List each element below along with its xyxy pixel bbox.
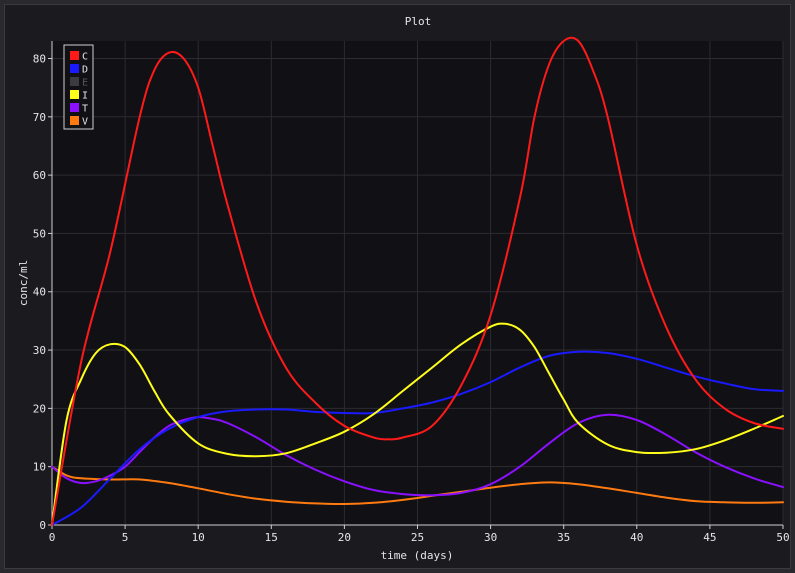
legend-swatch-V[interactable] <box>70 116 79 125</box>
line-chart: Plot 0 5 10 15 20 25 30 35 40 45 50 0 10 20 30 40 50 60 70… <box>17 15 790 562</box>
legend-swatch-T[interactable] <box>70 103 79 112</box>
series-layer <box>51 36 784 526</box>
legend-label-E[interactable]: E <box>82 78 88 89</box>
legend-swatch-I[interactable] <box>70 90 79 99</box>
x-tick-label: 5 <box>122 531 129 544</box>
y-tick-label: 60 <box>33 169 46 182</box>
x-tick-label: 30 <box>484 531 497 544</box>
legend-label-T[interactable]: T <box>82 104 88 115</box>
series-line-I <box>51 322 784 526</box>
y-tick-label: 70 <box>33 111 46 124</box>
x-tick-label: 15 <box>265 531 278 544</box>
series-line-V <box>51 465 784 506</box>
series-line-C <box>51 36 784 526</box>
x-tick-label: 45 <box>703 531 716 544</box>
y-tick-label: 0 <box>39 519 46 532</box>
axes: 0 5 10 15 20 25 30 35 40 45 50 0 10 20 30 40 50 60 70 80 <box>33 41 790 544</box>
grid <box>51 41 784 526</box>
x-axis-title: time (days) <box>381 549 454 562</box>
x-tick-label: 0 <box>49 531 56 544</box>
x-tick-label: 10 <box>192 531 205 544</box>
y-axis-title: conc/ml <box>17 260 30 306</box>
legend-swatch-D[interactable] <box>70 64 79 73</box>
y-tick-label: 10 <box>33 461 46 474</box>
y-tick-label: 80 <box>33 52 46 65</box>
y-tick-label: 40 <box>33 286 46 299</box>
legend-label-V[interactable]: V <box>82 117 88 128</box>
plot-title: Plot <box>405 15 432 28</box>
legend-label-C[interactable]: C <box>82 52 88 63</box>
legend-label-D[interactable]: D <box>82 65 88 76</box>
legend-swatch-C[interactable] <box>70 51 79 60</box>
x-tick-label: 40 <box>630 531 643 544</box>
x-tick-label: 25 <box>411 531 424 544</box>
y-tick-label: 50 <box>33 227 46 240</box>
legend-swatch-E[interactable] <box>70 77 79 86</box>
x-tick-label: 35 <box>557 531 570 544</box>
x-tick-label: 20 <box>338 531 351 544</box>
y-tick-label: 30 <box>33 344 46 357</box>
plot-window: Plot 0 5 10 15 20 25 30 35 40 45 50 0 10 20 30 40 50 60 70… <box>4 4 791 569</box>
x-tick-label: 50 <box>776 531 789 544</box>
y-tick-label: 20 <box>33 402 46 415</box>
series-line-T <box>51 413 784 497</box>
series-line-D <box>51 350 784 526</box>
legend-label-I[interactable]: I <box>82 91 88 102</box>
